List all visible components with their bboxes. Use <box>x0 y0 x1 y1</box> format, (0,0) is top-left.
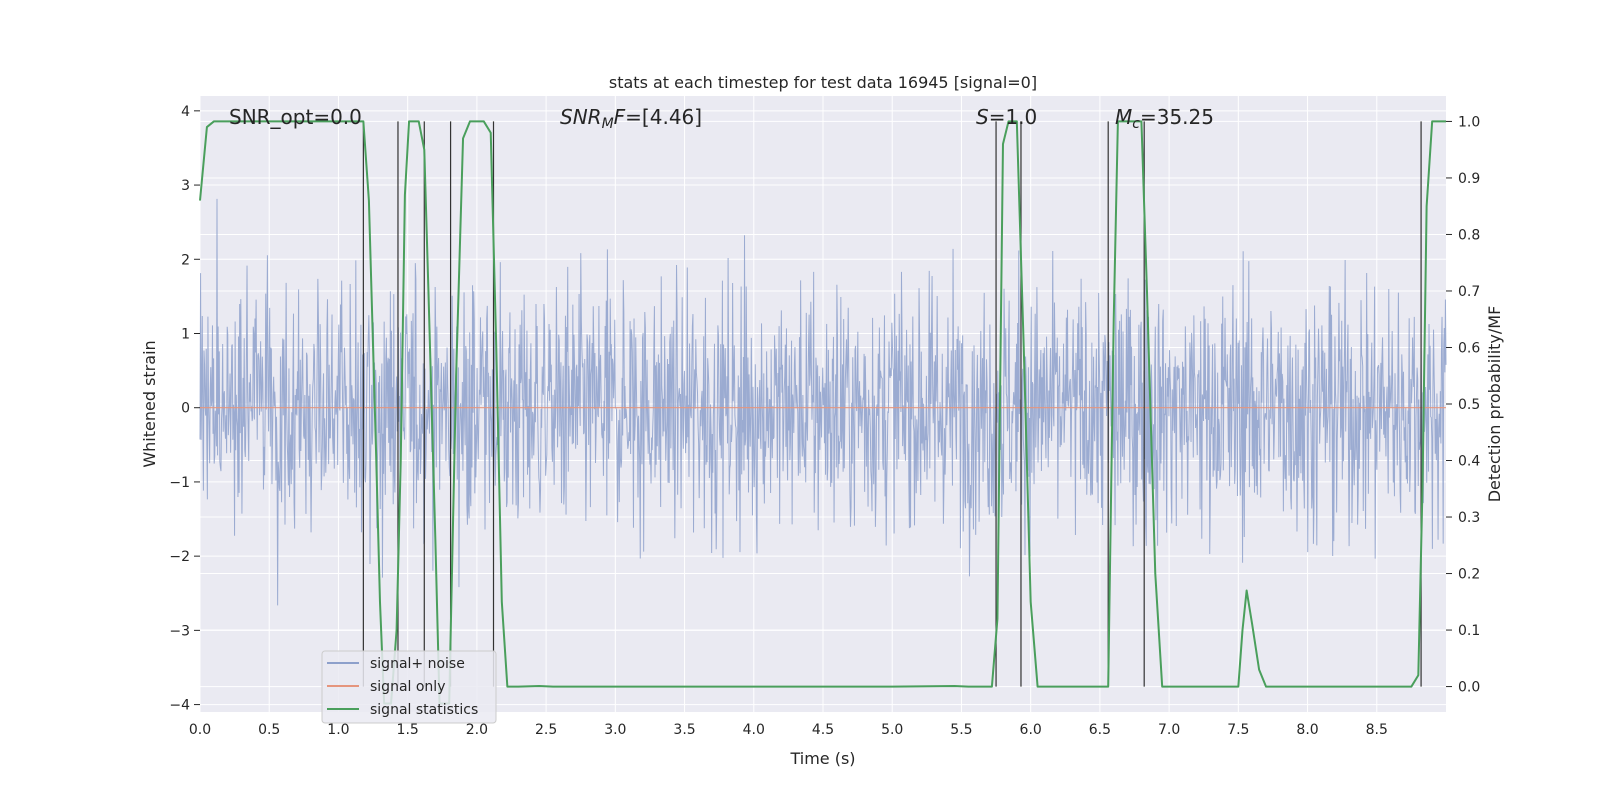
y-axis-label: Whitened strain <box>140 340 159 467</box>
y-tick-label: 0 <box>181 401 190 417</box>
annotation-mc: Mc=35.25 <box>1115 105 1214 132</box>
mc-value: =35.25 <box>1140 105 1214 129</box>
legend-box <box>321 650 497 724</box>
mc-name: M <box>1115 105 1132 129</box>
x-tick-label: 3.0 <box>604 722 626 738</box>
x-tick-label: 5.5 <box>950 722 972 738</box>
snr-mf-value: =[4.46] <box>625 105 702 129</box>
y2-tick-label: 0.9 <box>1458 171 1480 187</box>
y2-tick-label: 1.0 <box>1458 114 1480 130</box>
s-value: =1.0 <box>989 105 1038 129</box>
x-tick-label: 0.0 <box>189 722 211 738</box>
y-tick-label: 2 <box>181 252 190 268</box>
annotation-snr-mf: SNRMF=[4.46] <box>560 105 702 132</box>
legend-label-signal-only: signal only <box>370 679 445 695</box>
snr-mf-subscript: M <box>602 116 614 132</box>
y2-tick-label: 0.1 <box>1458 623 1480 639</box>
x-tick-label: 7.5 <box>1227 722 1249 738</box>
signal-statistics-series <box>199 120 1446 705</box>
y-tick-label: 4 <box>181 104 190 120</box>
y2-tick-labels: 1.0 0.9 0.8 0.7 0.6 0.5 0.4 0.3 0.2 0.1 0.0 <box>1446 114 1480 696</box>
x-tick-label: 0.5 <box>258 722 280 738</box>
mc-subscript: c <box>1132 116 1140 132</box>
x-tick-label: 4.5 <box>812 722 834 738</box>
y2-tick-label: 0.8 <box>1458 227 1480 243</box>
x-tick-label: 1.0 <box>327 722 349 738</box>
x-tick-label: 2.5 <box>535 722 557 738</box>
y2-tick-label: 0.3 <box>1458 510 1480 526</box>
annotation-s: S=1.0 <box>976 105 1037 129</box>
legend-label-signal-noise: signal+ noise <box>370 656 465 672</box>
y2-tick-label: 0.4 <box>1458 454 1480 470</box>
snr-mf-name: SNR <box>560 105 602 129</box>
signal-noise-series <box>199 198 1447 606</box>
x-tick-label: 8.5 <box>1366 722 1388 738</box>
y-tick-label: −3 <box>169 623 190 639</box>
x-tick-label: 2.0 <box>466 722 488 738</box>
x-tick-label: 6.0 <box>1020 722 1042 738</box>
x-tick-label: 3.5 <box>673 722 695 738</box>
vertical-marker-lines <box>362 121 1422 687</box>
y-tick-label: −2 <box>169 549 190 565</box>
legend: signal+ noise signal only signal statist… <box>321 650 497 724</box>
y2-tick-label: 0.7 <box>1458 284 1480 300</box>
y-tick-label: −4 <box>169 698 190 714</box>
x-tick-label: 4.0 <box>743 722 765 738</box>
snr-mf-mid: F <box>614 105 626 129</box>
x-tick-label: 7.0 <box>1158 722 1180 738</box>
y-tick-labels: 4 3 2 1 0 −1 −2 −3 −4 <box>169 104 200 714</box>
y-tick-label: −1 <box>169 475 190 491</box>
signal-noise-line <box>199 198 1447 606</box>
y2-axis-label: Detection probability/MF <box>1485 306 1504 503</box>
y2-tick-label: 0.2 <box>1458 567 1480 583</box>
annotation-snr-opt: SNR_opt=0.0 <box>229 105 362 129</box>
x-axis-label: Time (s) <box>789 749 855 768</box>
s-name: S <box>976 105 989 129</box>
signal-statistics-line <box>199 120 1446 705</box>
x-tick-label: 6.5 <box>1089 722 1111 738</box>
x-tick-label: 8.0 <box>1296 722 1318 738</box>
x-tick-labels: 0.0 0.5 1.0 1.5 2.0 2.5 3.0 3.5 4.0 4.5 5.0 5.5 6.0 6… <box>189 722 1388 738</box>
y2-tick-label: 0.5 <box>1458 397 1480 413</box>
x-tick-label: 1.5 <box>397 722 419 738</box>
chart-title: stats at each timestep for test data 169… <box>609 73 1037 92</box>
legend-label-signal-statistics: signal statistics <box>370 702 478 718</box>
y2-tick-label: 0.0 <box>1458 680 1480 696</box>
y-tick-label: 1 <box>181 326 190 342</box>
x-tick-label: 5.0 <box>881 722 903 738</box>
y2-tick-label: 0.6 <box>1458 340 1480 356</box>
y-tick-label: 3 <box>181 178 190 194</box>
